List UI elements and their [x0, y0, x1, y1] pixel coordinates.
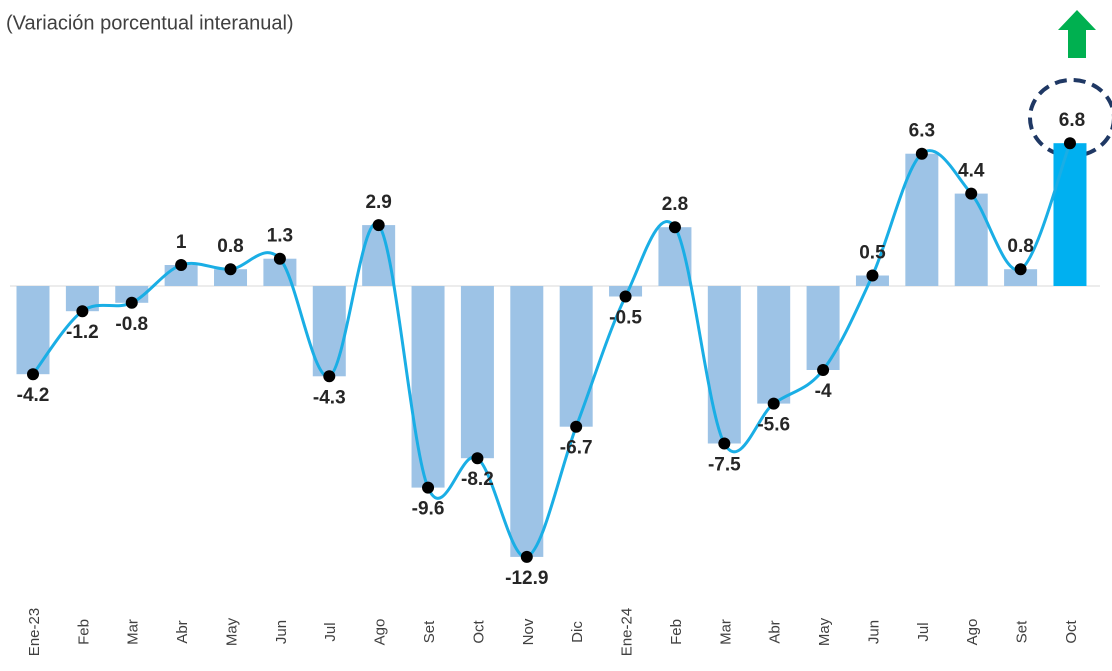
marker: [866, 269, 879, 282]
marker: [1014, 263, 1027, 276]
bar: [658, 227, 692, 286]
marker: [668, 221, 681, 234]
value-label: 6.3: [909, 121, 935, 142]
x-tick-label: Abr: [174, 620, 191, 643]
marker: [422, 481, 435, 494]
x-tick-label: May: [223, 617, 240, 646]
marker: [224, 263, 237, 276]
marker: [125, 296, 138, 309]
x-tick-label: May: [816, 617, 833, 646]
value-label: 4.4: [958, 161, 985, 182]
value-label: -7.5: [708, 455, 741, 476]
x-tick-label: Nov: [520, 618, 537, 645]
marker: [27, 368, 39, 381]
x-tick-label: Feb: [668, 619, 685, 645]
up-arrow: [1058, 10, 1096, 58]
value-label: -8.2: [461, 469, 494, 490]
bar: [312, 286, 346, 377]
marker: [718, 437, 731, 450]
x-tick-label: Jul: [322, 622, 339, 641]
value-label: -5.6: [757, 415, 790, 436]
line: [31, 142, 1072, 559]
value-label: 0.8: [1007, 236, 1033, 257]
bar: [1053, 143, 1087, 286]
x-tick-label: Dic: [569, 621, 586, 643]
bar: [954, 193, 988, 286]
marker: [520, 550, 533, 563]
bar: [905, 153, 939, 286]
value-label: 1.3: [267, 226, 293, 247]
value-label: -4.2: [17, 385, 50, 406]
bar: [460, 286, 494, 459]
x-tick-label: Jun: [865, 620, 882, 644]
value-label: 2.8: [662, 194, 688, 215]
x-tick-label: Ago: [964, 619, 981, 646]
value-label: -6.7: [560, 438, 593, 459]
marker: [372, 219, 385, 232]
bar: [806, 286, 840, 370]
value-label: -1.2: [66, 322, 99, 343]
marker: [175, 259, 188, 271]
value-label: 0.5: [859, 243, 886, 264]
x-tick-label: Abr: [767, 620, 784, 643]
x-tick-label: Jul: [915, 622, 932, 641]
bar: [1004, 269, 1038, 286]
bar: [411, 286, 445, 488]
bar: [757, 286, 791, 404]
marker: [1063, 137, 1076, 150]
value-label: 0.8: [217, 236, 243, 257]
marker: [570, 420, 583, 433]
x-tick-label: Ene-23: [26, 608, 43, 656]
value-label: -12.9: [505, 568, 548, 589]
marker: [471, 452, 484, 465]
x-tick-label: Oct: [470, 620, 487, 644]
value-label: 2.9: [365, 192, 391, 213]
bar: [510, 286, 544, 557]
marker: [323, 370, 336, 383]
x-tick-label: Ago: [372, 619, 389, 646]
x-tick-label: Mar: [125, 619, 142, 645]
x-tick-label: Set: [421, 620, 438, 643]
value-label: -0.8: [115, 314, 148, 335]
marker: [915, 147, 928, 160]
chart-subtitle: (Variación porcentual interanual): [6, 12, 294, 34]
value-label: -4: [815, 381, 832, 402]
x-tick-label: Oct: [1063, 620, 1080, 644]
marker: [817, 364, 830, 376]
bar: [559, 286, 593, 427]
bar: [16, 286, 50, 375]
value-label: 6.8: [1059, 110, 1085, 131]
x-tick-label: Mar: [717, 619, 734, 645]
bar: [707, 286, 741, 444]
value-label: 1: [176, 232, 187, 253]
marker: [76, 305, 89, 318]
marker: [619, 290, 632, 303]
x-tick-label: Jun: [273, 620, 290, 644]
marker: [965, 187, 978, 200]
x-tick-label: Ene-24: [619, 608, 636, 656]
marker: [767, 397, 780, 410]
value-label: -0.5: [609, 308, 642, 329]
value-label: -9.6: [412, 499, 445, 520]
marker: [273, 252, 286, 265]
x-tick-label: Set: [1014, 620, 1031, 643]
value-label: -4.3: [313, 387, 346, 408]
bar: [214, 269, 248, 286]
x-tick-label: Feb: [75, 619, 92, 645]
